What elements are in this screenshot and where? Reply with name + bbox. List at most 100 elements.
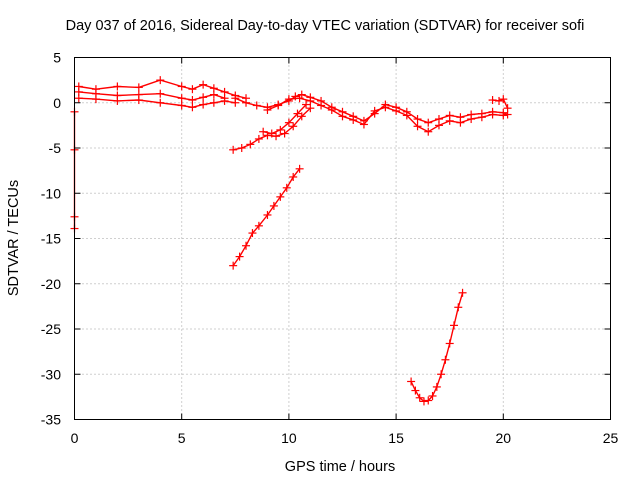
data-point-marker [413, 115, 422, 124]
data-point-marker [134, 96, 143, 105]
series-tail-20h [488, 95, 512, 113]
data-point-marker [276, 192, 285, 201]
data-point-marker [424, 396, 433, 405]
data-point-marker [295, 164, 304, 173]
data-point-marker [177, 94, 186, 103]
data-point-marker [392, 106, 401, 115]
data-point-marker [113, 96, 122, 105]
x-tick-label: 10 [281, 430, 297, 446]
data-point-marker [177, 82, 186, 91]
x-tick-label: 15 [388, 430, 404, 446]
data-point-marker [488, 110, 497, 119]
series-line [78, 79, 247, 99]
data-point-marker [259, 127, 268, 136]
data-point-marker [454, 303, 463, 312]
data-point-marker [477, 113, 486, 122]
data-point-marker [437, 370, 446, 379]
data-point-marker [381, 103, 390, 112]
data-point-marker [248, 229, 257, 238]
data-point-marker [441, 355, 450, 364]
data-point-marker [402, 111, 411, 120]
data-point-marker [254, 134, 263, 143]
data-point-marker [220, 96, 229, 105]
data-point-marker [254, 221, 263, 230]
chart-title: Day 037 of 2016, Sidereal Day-to-day VTE… [66, 18, 585, 34]
data-point-marker [267, 129, 276, 138]
data-point-marker [306, 104, 315, 113]
data-point-marker [156, 89, 165, 98]
data-point-marker [246, 140, 255, 149]
data-point-marker [407, 377, 416, 386]
data-point-marker [415, 393, 424, 402]
data-point-marker [134, 83, 143, 92]
data-point-marker [495, 96, 504, 105]
data-point-marker [284, 95, 293, 104]
data-point-marker [229, 145, 238, 154]
data-point-marker [317, 101, 326, 110]
data-point-marker [370, 106, 379, 115]
series-layer [70, 76, 512, 406]
data-point-marker [295, 94, 304, 103]
data-point-marker [327, 105, 336, 114]
data-point-marker [306, 96, 315, 105]
data-point-marker [302, 100, 311, 109]
series-band-lower [74, 94, 240, 112]
data-point-marker [432, 382, 441, 391]
data-point-marker [235, 252, 244, 261]
tick-layer [74, 57, 611, 420]
tick-label-layer: 0 5 10 15 20 25 5 0 -5 -10 -15 -20 -25 -30 -35 [41, 50, 619, 447]
data-point-marker [282, 183, 291, 192]
x-axis-title: GPS time / hours [285, 459, 395, 475]
data-point-marker [349, 115, 358, 124]
data-point-marker [413, 122, 422, 131]
y-tick-label: -5 [49, 140, 62, 156]
data-point-marker [113, 82, 122, 91]
data-point-marker [289, 172, 298, 181]
data-point-marker [411, 386, 420, 395]
data-point-marker [445, 116, 454, 125]
data-point-marker [269, 201, 278, 210]
series-steep-arc [229, 164, 304, 270]
y-tick-label: 5 [53, 50, 61, 66]
series-line [235, 93, 508, 124]
x-tick-label: 25 [603, 430, 619, 446]
series-line [232, 168, 301, 267]
series-band-upper [74, 76, 251, 103]
data-point-marker [456, 118, 465, 127]
data-point-marker [428, 391, 437, 400]
y-tick-label: -10 [41, 185, 61, 201]
data-point-marker [229, 261, 238, 270]
data-point-marker [359, 120, 368, 129]
data-point-marker [272, 132, 281, 141]
y-tick-label: -25 [41, 321, 61, 337]
data-point-marker [434, 121, 443, 130]
data-point-marker [199, 80, 208, 89]
data-point-marker [156, 76, 165, 85]
data-point-marker [284, 118, 293, 127]
data-point-marker [237, 144, 246, 152]
series-rise-7h-upper [259, 100, 311, 138]
data-point-marker [293, 109, 302, 118]
data-point-marker [458, 288, 467, 297]
series-arc-main [231, 90, 512, 127]
y-tick-label: -30 [41, 366, 61, 382]
data-point-marker [503, 104, 512, 113]
data-point-marker [209, 98, 218, 107]
data-point-marker [91, 95, 100, 104]
data-point-marker [263, 210, 272, 219]
y-tick-label: 0 [53, 95, 61, 111]
data-point-marker [445, 339, 454, 348]
data-point-marker [74, 94, 83, 103]
data-point-marker [156, 98, 165, 107]
data-point-marker [499, 95, 508, 104]
data-point-marker [199, 100, 208, 109]
y-axis-title: SDTVAR / TECUs [6, 180, 22, 296]
data-point-marker [242, 98, 251, 107]
data-point-marker [289, 122, 298, 131]
data-point-marker [199, 93, 208, 102]
data-point-marker [274, 101, 283, 110]
data-point-marker [263, 105, 272, 114]
data-point-marker [297, 90, 306, 99]
data-point-marker [188, 85, 197, 94]
data-point-marker [252, 101, 261, 110]
